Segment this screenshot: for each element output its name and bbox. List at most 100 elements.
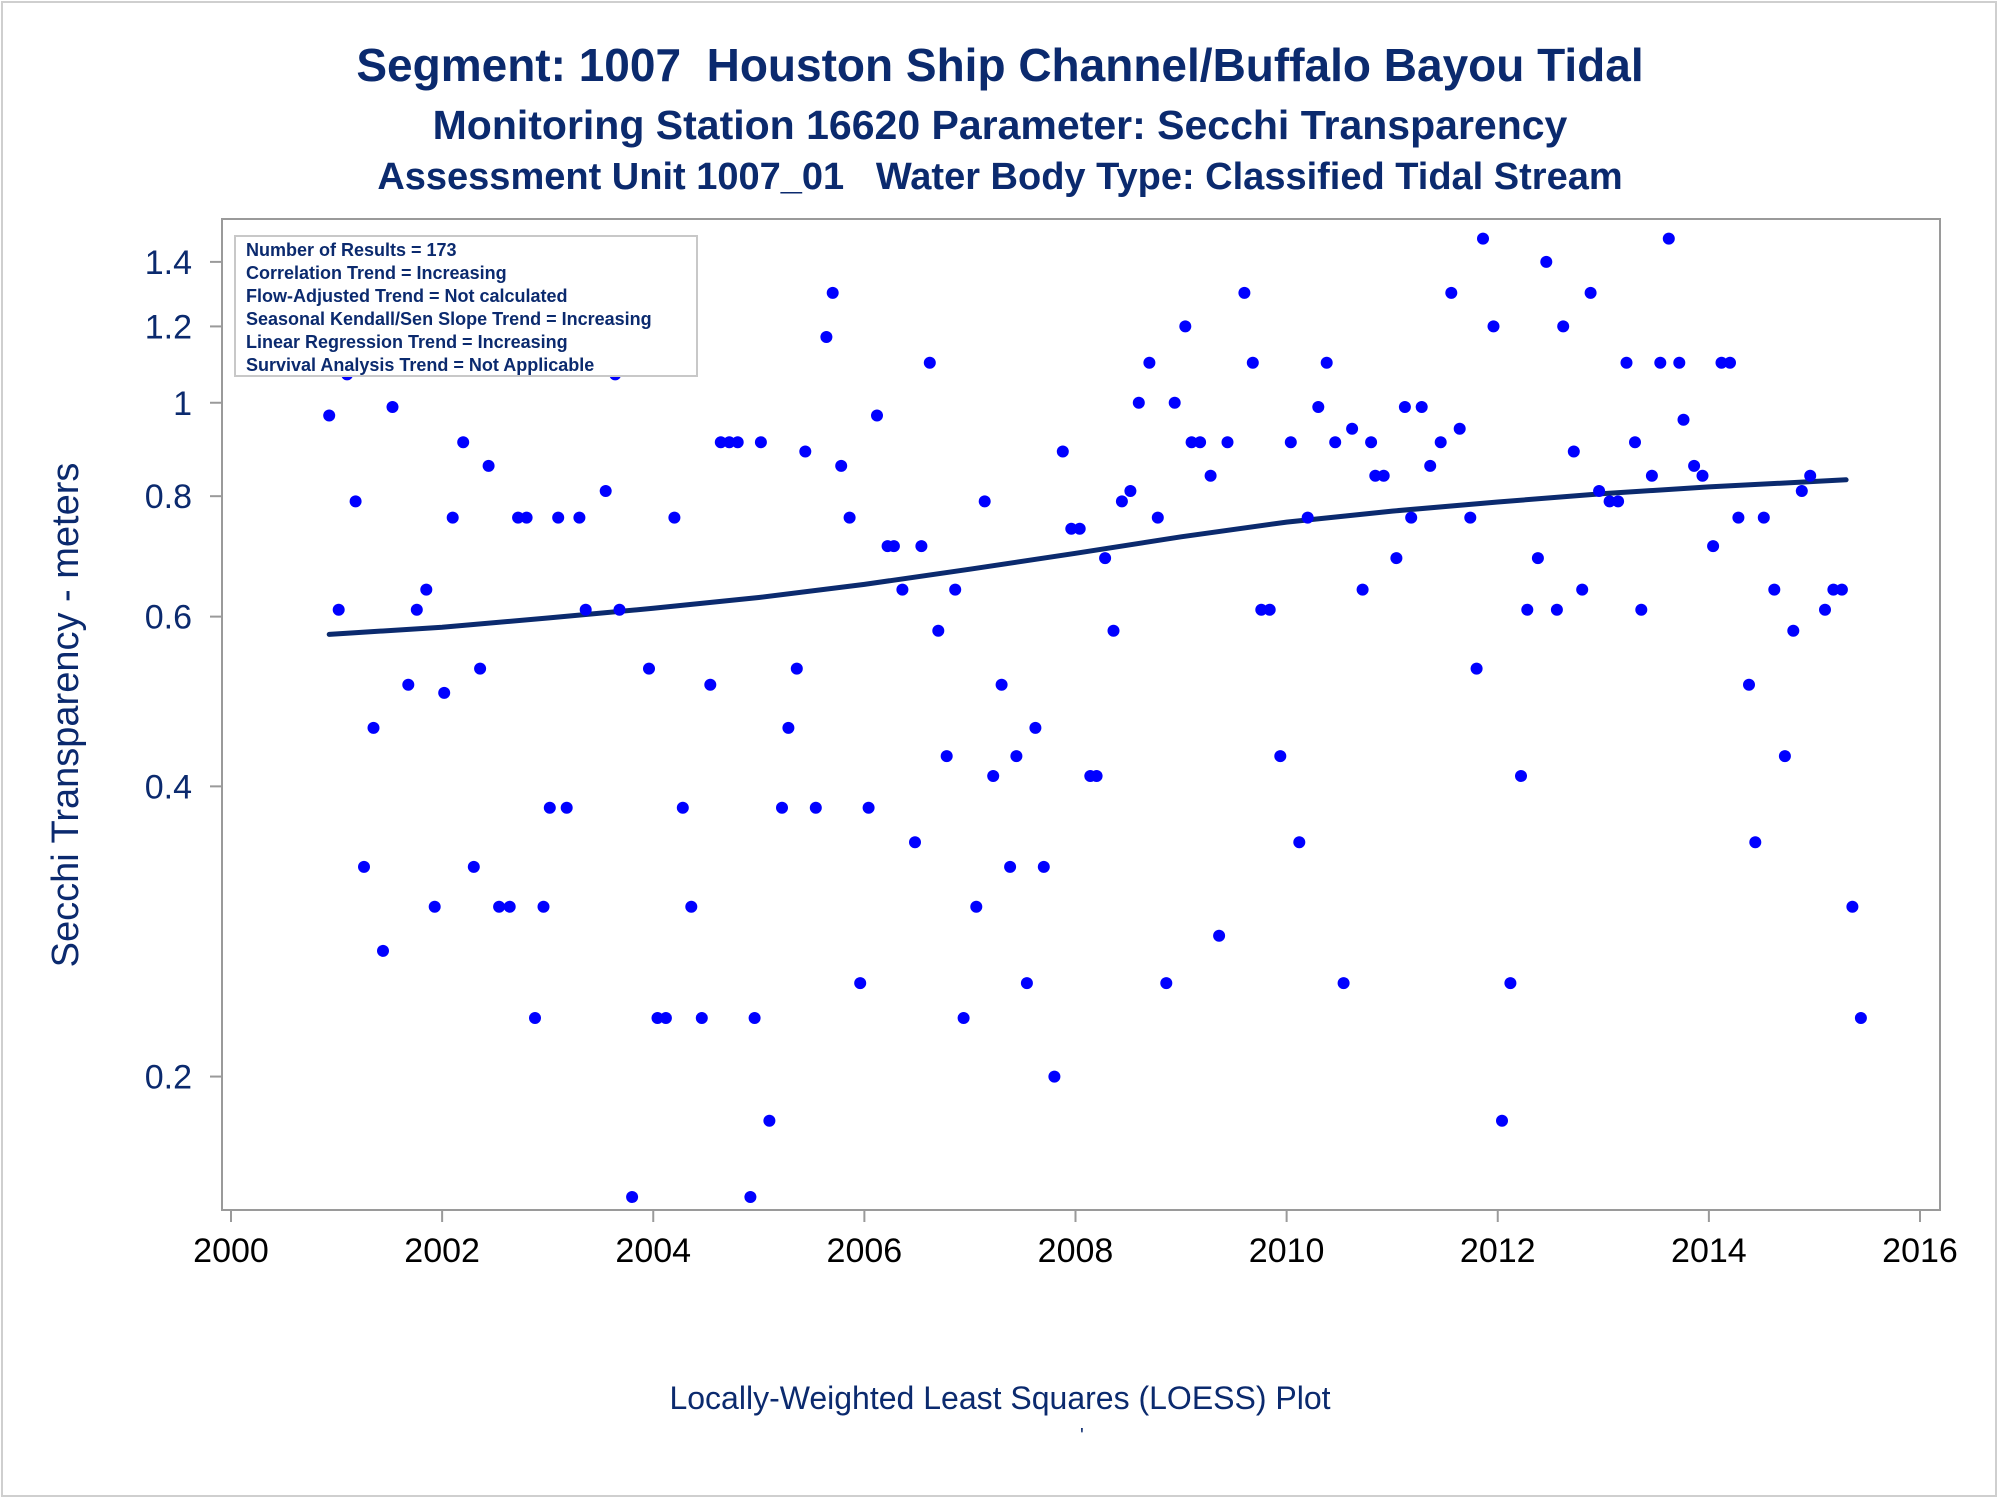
data-point <box>520 511 533 524</box>
y-tick-label: 0.6 <box>145 599 192 637</box>
data-point <box>1732 511 1745 524</box>
data-point <box>949 583 962 596</box>
data-point <box>573 511 586 524</box>
data-point <box>744 1191 757 1203</box>
data-point <box>909 836 921 849</box>
data-point <box>1804 469 1817 482</box>
legend-line: Survival Analysis Trend = Not Applicable <box>246 355 594 375</box>
data-point <box>643 662 655 675</box>
data-point <box>799 445 812 458</box>
data-point <box>1377 469 1390 482</box>
data-point <box>1065 522 1078 535</box>
data-point <box>1263 603 1276 616</box>
data-point <box>599 485 612 497</box>
data-point <box>995 678 1008 691</box>
data-point <box>467 860 480 873</box>
y-axis-label: Secchi Transparency - meters <box>45 463 87 968</box>
data-point <box>457 436 470 449</box>
data-point <box>1132 396 1145 409</box>
data-point <box>1827 583 1840 596</box>
data-point <box>731 436 744 449</box>
data-point <box>1056 445 1069 458</box>
data-point <box>957 1012 970 1024</box>
data-point <box>410 603 423 616</box>
data-point <box>1504 977 1517 990</box>
data-point <box>377 944 389 957</box>
data-point <box>1603 495 1616 508</box>
data-point <box>843 511 856 524</box>
data-point <box>871 409 883 422</box>
x-axis: 2000 2002 2004 2006 2008 2010 2012 2014 2016 <box>193 1210 1958 1270</box>
data-point <box>1715 356 1728 369</box>
data-point <box>428 900 441 913</box>
data-point <box>1612 495 1625 508</box>
y-tick-label: 0.8 <box>145 478 192 516</box>
data-point <box>1010 750 1023 763</box>
data-point <box>809 801 822 814</box>
data-point <box>1238 286 1251 299</box>
data-point <box>1654 356 1667 369</box>
data-point <box>1398 401 1411 413</box>
data-point <box>1453 422 1466 435</box>
data-point <box>1246 356 1259 369</box>
x-tick-label: 2004 <box>615 1232 691 1270</box>
data-point <box>854 977 867 990</box>
data-point <box>1124 485 1137 497</box>
data-point <box>826 286 839 299</box>
x-tick-label: 2008 <box>1038 1232 1114 1270</box>
data-point <box>940 750 953 763</box>
data-point <box>887 540 900 553</box>
x-tick-label: 2010 <box>1249 1232 1325 1270</box>
data-point <box>748 1012 761 1024</box>
y-tick-label: 0.2 <box>145 1059 192 1097</box>
data-points <box>323 232 1867 1203</box>
data-point <box>1312 401 1325 413</box>
data-point <box>349 495 362 508</box>
data-point <box>754 436 767 449</box>
data-point <box>790 662 803 675</box>
data-point <box>1185 436 1198 449</box>
x-tick-label: 2002 <box>404 1232 480 1270</box>
data-point <box>1515 770 1527 782</box>
data-point <box>1477 232 1489 245</box>
data-point <box>367 721 380 734</box>
data-point <box>1787 624 1800 637</box>
data-point <box>1346 422 1359 435</box>
data-point <box>474 662 487 675</box>
data-point <box>676 801 689 814</box>
data-point <box>1464 511 1477 524</box>
data-point <box>446 511 459 524</box>
legend-line: Correlation Trend = Increasing <box>246 263 507 283</box>
data-point <box>714 436 727 449</box>
data-point <box>1029 721 1042 734</box>
data-point <box>932 624 945 637</box>
data-point <box>1567 445 1580 458</box>
data-point <box>1696 469 1709 482</box>
data-point <box>668 511 681 524</box>
data-point <box>1470 662 1483 675</box>
data-point <box>1445 286 1458 299</box>
data-point <box>1048 1070 1061 1083</box>
data-point <box>1557 320 1570 333</box>
data-point <box>1757 511 1770 524</box>
data-point <box>1213 929 1226 942</box>
data-point <box>1274 750 1287 763</box>
data-point <box>782 721 795 734</box>
data-point <box>1424 459 1437 472</box>
data-point <box>1846 900 1859 913</box>
data-point <box>358 860 370 873</box>
data-point <box>529 1012 541 1024</box>
data-point <box>402 678 415 691</box>
data-point <box>1688 459 1701 472</box>
data-point <box>420 583 433 596</box>
data-point <box>543 801 556 814</box>
data-point <box>323 409 336 422</box>
data-point <box>1179 320 1192 333</box>
chart-title: Segment: 1007 Houston Ship Channel/Buffa… <box>356 39 1644 91</box>
data-point <box>987 770 1000 782</box>
y-tick-label: 0.4 <box>145 768 192 806</box>
data-point <box>1320 356 1333 369</box>
x-tick-label: 2006 <box>827 1232 903 1270</box>
legend-border <box>234 235 698 377</box>
